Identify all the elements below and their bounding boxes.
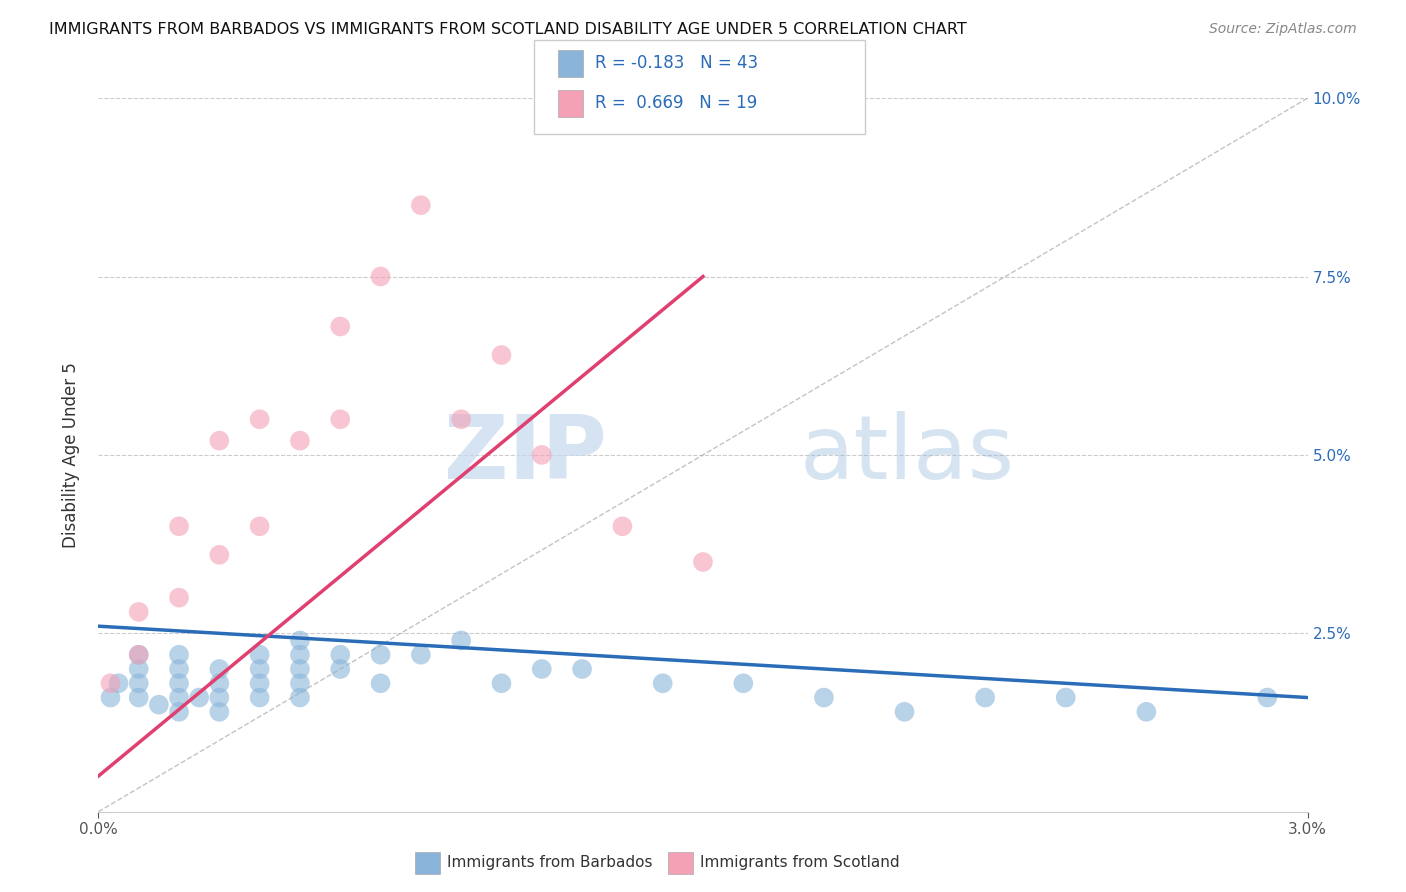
Point [1054,690,1077,705]
Point [188,690,211,705]
Point [208,548,231,562]
Point [288,676,311,690]
Point [167,591,190,605]
Point [370,648,392,662]
Text: R = -0.183   N = 43: R = -0.183 N = 43 [595,54,758,72]
Point [208,434,231,448]
Point [692,555,714,569]
Point [249,412,271,426]
Text: ZIP: ZIP [443,411,606,499]
Point [107,676,129,690]
Point [249,662,271,676]
Point [288,633,311,648]
Point [571,662,593,676]
Point [370,676,392,690]
Point [167,519,190,533]
Point [612,519,634,533]
Point [208,676,231,690]
Point [893,705,915,719]
Point [329,648,352,662]
Point [167,705,190,719]
Text: Immigrants from Scotland: Immigrants from Scotland [700,855,900,870]
Point [100,676,122,690]
Point [329,662,352,676]
Point [288,648,311,662]
Text: Source: ZipAtlas.com: Source: ZipAtlas.com [1209,22,1357,37]
Point [249,648,271,662]
Point [1256,690,1278,705]
Point [249,519,271,533]
Point [167,690,190,705]
Point [409,648,432,662]
Point [288,434,311,448]
Text: IMMIGRANTS FROM BARBADOS VS IMMIGRANTS FROM SCOTLAND DISABILITY AGE UNDER 5 CORR: IMMIGRANTS FROM BARBADOS VS IMMIGRANTS F… [49,22,967,37]
Point [128,648,150,662]
Point [288,662,311,676]
Point [208,662,231,676]
Point [370,269,392,284]
Text: Immigrants from Barbados: Immigrants from Barbados [447,855,652,870]
Text: atlas: atlas [800,411,1015,499]
Point [128,690,150,705]
Point [249,690,271,705]
Point [813,690,835,705]
Point [651,676,673,690]
Point [288,690,311,705]
Point [100,690,122,705]
Point [128,648,150,662]
Point [530,662,553,676]
Point [409,198,432,212]
Point [329,412,352,426]
Point [128,676,150,690]
Point [450,412,472,426]
Point [208,705,231,719]
Point [249,676,271,690]
Point [128,605,150,619]
Point [329,319,352,334]
Point [167,662,190,676]
Point [530,448,553,462]
Point [974,690,997,705]
Text: R =  0.669   N = 19: R = 0.669 N = 19 [595,95,756,112]
Y-axis label: Disability Age Under 5: Disability Age Under 5 [62,362,80,548]
Point [128,662,150,676]
Point [1135,705,1157,719]
Point [491,348,513,362]
Point [167,648,190,662]
Point [450,633,472,648]
Point [491,676,513,690]
Point [733,676,755,690]
Point [148,698,170,712]
Point [167,676,190,690]
Point [208,690,231,705]
